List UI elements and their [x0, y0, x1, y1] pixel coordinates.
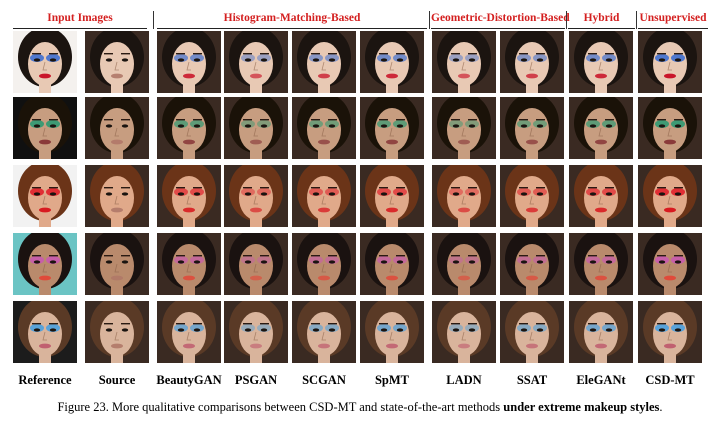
- column-label-ladn: LADN: [446, 373, 482, 387]
- face-image-ladn-row-2: [432, 97, 496, 159]
- face-image-csd-mt-row-2: [638, 97, 702, 159]
- column-label-scgan: SCGAN: [302, 373, 346, 387]
- column-label-beautygan: BeautyGAN: [156, 373, 222, 387]
- face-image-reference-row-5: [13, 301, 77, 363]
- face-image-scgan-row-4: [292, 233, 356, 295]
- face-image-elegant-row-5: [569, 301, 633, 363]
- group-underline: [431, 28, 565, 29]
- face-image-ssat-row-3: [500, 165, 564, 227]
- face-image-psgan-row-4: [224, 233, 288, 295]
- group-separator: [636, 11, 637, 29]
- face-image-scgan-row-5: [292, 301, 356, 363]
- face-image-csd-mt-row-5: [638, 301, 702, 363]
- column-label-psgan: PSGAN: [234, 373, 278, 387]
- group-separator: [566, 11, 567, 29]
- face-image-ssat-row-1: [500, 31, 564, 93]
- face-image-spmt-row-4: [360, 233, 424, 295]
- face-image-elegant-row-4: [569, 233, 633, 295]
- face-image-ssat-row-4: [500, 233, 564, 295]
- face-image-reference-row-2: [13, 97, 77, 159]
- face-image-scgan-row-1: [292, 31, 356, 93]
- face-image-ladn-row-3: [432, 165, 496, 227]
- face-image-beautygan-row-3: [157, 165, 221, 227]
- face-image-beautygan-row-4: [157, 233, 221, 295]
- group-underline: [638, 28, 708, 29]
- face-image-elegant-row-1: [569, 31, 633, 93]
- group-label-geometric-distortion: Geometric-Distortion-Based: [431, 12, 570, 24]
- face-image-ladn-row-5: [432, 301, 496, 363]
- face-image-beautygan-row-2: [157, 97, 221, 159]
- group-underline: [157, 28, 427, 29]
- caption-end: .: [659, 400, 663, 414]
- caption-text: Figure 23. More qualitative comparisons …: [57, 400, 504, 414]
- face-image-source-row-3: [85, 165, 149, 227]
- column-label-csd-mt: CSD-MT: [645, 373, 695, 387]
- figure-caption: Figure 23. More qualitative comparisons …: [0, 400, 720, 415]
- face-image-scgan-row-2: [292, 97, 356, 159]
- column-label-source: Source: [98, 373, 136, 387]
- group-label-histogram-matching: Histogram-Matching-Based: [223, 12, 361, 24]
- face-image-psgan-row-2: [224, 97, 288, 159]
- face-image-beautygan-row-5: [157, 301, 221, 363]
- face-image-ladn-row-1: [432, 31, 496, 93]
- group-label-hybrid: Hybrid: [583, 12, 620, 24]
- group-separator: [153, 11, 154, 29]
- group-underline: [568, 28, 635, 29]
- face-image-reference-row-1: [13, 31, 77, 93]
- caption-emphasis: under extreme makeup styles: [503, 400, 660, 414]
- column-label-ssat: SSAT: [516, 373, 548, 387]
- group-underline: [13, 28, 147, 29]
- column-label-reference: Reference: [18, 373, 72, 387]
- face-image-source-row-4: [85, 233, 149, 295]
- face-image-csd-mt-row-3: [638, 165, 702, 227]
- face-image-psgan-row-3: [224, 165, 288, 227]
- face-image-ssat-row-2: [500, 97, 564, 159]
- face-image-source-row-2: [85, 97, 149, 159]
- group-separator: [429, 11, 430, 29]
- face-image-source-row-1: [85, 31, 149, 93]
- face-image-csd-mt-row-4: [638, 233, 702, 295]
- group-label-unsupervised: Unsupervised: [639, 12, 707, 24]
- face-image-spmt-row-1: [360, 31, 424, 93]
- face-image-ladn-row-4: [432, 233, 496, 295]
- group-label-input-images: Input Images: [47, 12, 113, 24]
- face-image-csd-mt-row-1: [638, 31, 702, 93]
- column-label-spmt: SpMT: [374, 373, 410, 387]
- face-image-elegant-row-3: [569, 165, 633, 227]
- face-image-spmt-row-5: [360, 301, 424, 363]
- face-image-scgan-row-3: [292, 165, 356, 227]
- face-image-reference-row-4: [13, 233, 77, 295]
- face-image-psgan-row-1: [224, 31, 288, 93]
- face-image-psgan-row-5: [224, 301, 288, 363]
- face-image-elegant-row-2: [569, 97, 633, 159]
- face-image-reference-row-3: [13, 165, 77, 227]
- face-image-source-row-5: [85, 301, 149, 363]
- face-image-spmt-row-2: [360, 97, 424, 159]
- face-image-ssat-row-5: [500, 301, 564, 363]
- face-image-spmt-row-3: [360, 165, 424, 227]
- column-label-elegant: EleGANt: [576, 373, 626, 387]
- face-image-beautygan-row-1: [157, 31, 221, 93]
